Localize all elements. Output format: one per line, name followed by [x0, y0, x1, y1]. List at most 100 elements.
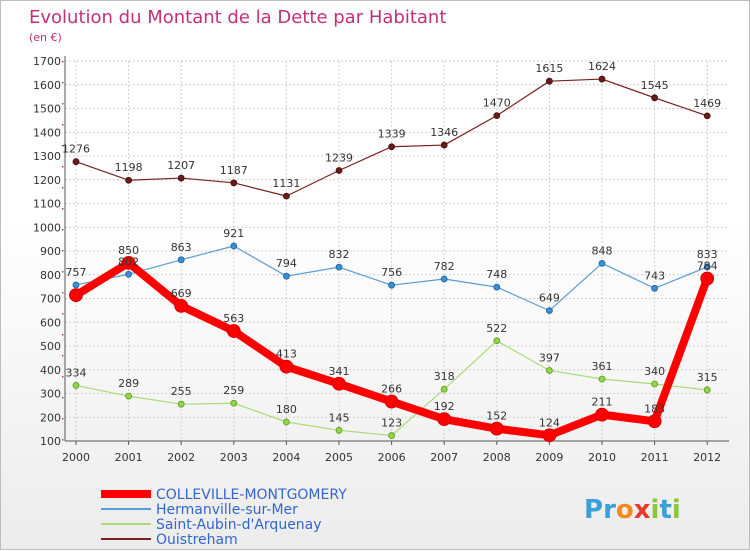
y-tick-label: 1300 [33, 150, 61, 163]
axis-mark [62, 61, 64, 63]
axis-mark [62, 166, 64, 168]
data-label: 1207 [167, 159, 195, 172]
x-tick-label: 2001 [115, 451, 143, 464]
logo-letter: r [603, 495, 616, 525]
x-tick-label: 2002 [167, 451, 195, 464]
logo-letter: x [634, 495, 651, 525]
data-point [493, 337, 501, 345]
data-point [542, 428, 557, 443]
data-point [230, 399, 238, 407]
y-tick-label: 1700 [33, 55, 61, 68]
series-colleville-montgomery [69, 255, 715, 443]
axis-mark [62, 439, 64, 441]
data-point [598, 259, 606, 267]
data-point [72, 158, 80, 166]
data-label: 341 [329, 365, 350, 378]
legend-label-ouistreham: Ouistreham [156, 532, 238, 548]
chart-subtitle: (en €) [29, 31, 62, 44]
x-tick-label: 2004 [272, 451, 300, 464]
data-point [125, 392, 132, 400]
data-point [69, 288, 83, 303]
axes: 1002003004005006007008009001000110012001… [33, 55, 729, 464]
axis-mark [62, 334, 64, 336]
data-point [546, 307, 553, 315]
data-label: 334 [66, 366, 87, 379]
data-label: 743 [644, 269, 665, 282]
data-label: 848 [592, 244, 613, 257]
data-point [121, 255, 136, 270]
data-label: 757 [66, 266, 87, 279]
data-point [72, 382, 80, 389]
data-label: 1276 [62, 143, 90, 156]
data-label: 863 [171, 241, 192, 254]
data-point [279, 359, 294, 374]
data-point [335, 263, 343, 271]
y-tick-label: 1200 [33, 174, 61, 187]
data-label: 794 [276, 257, 297, 270]
x-tick-label: 2009 [535, 451, 563, 464]
data-label: 289 [118, 377, 139, 390]
data-point [703, 263, 711, 271]
x-tick-label: 2008 [483, 451, 511, 464]
data-label: 649 [539, 292, 560, 305]
legend: COLLEVILLE-MONTGOMERYHermanville-sur-Mer… [101, 487, 347, 548]
y-tick-label: 1500 [33, 103, 61, 116]
y-tick-label: 700 [40, 293, 61, 306]
data-point [388, 432, 396, 439]
data-label: 802 [118, 255, 139, 268]
data-point [700, 271, 715, 286]
data-label: 1470 [483, 97, 511, 110]
data-label: 1545 [641, 79, 669, 92]
x-tick-label: 2011 [641, 451, 669, 464]
data-label: 123 [381, 417, 402, 430]
data-label: 1339 [378, 128, 406, 141]
data-label: 145 [329, 411, 350, 424]
data-point [703, 386, 711, 394]
data-point [437, 412, 452, 427]
y-tick-label: 800 [40, 269, 61, 282]
data-point [546, 367, 553, 374]
axis-mark [62, 397, 64, 399]
data-point [230, 242, 238, 250]
axis-mark [62, 418, 64, 420]
data-label: 124 [539, 416, 560, 429]
data-point [546, 77, 553, 85]
y-tick-label: 1000 [33, 221, 61, 234]
data-label: 397 [539, 351, 560, 364]
data-label: 563 [223, 312, 244, 325]
data-label: 522 [486, 322, 507, 335]
data-label: 183 [644, 402, 665, 415]
axis-mark [62, 355, 64, 357]
y-tick-label: 600 [40, 316, 61, 329]
x-tick-label: 2000 [62, 451, 90, 464]
data-label: 315 [697, 371, 718, 384]
data-point [282, 192, 290, 200]
y-tick-label: 200 [40, 411, 61, 424]
data-point [440, 275, 448, 283]
data-point [125, 176, 132, 184]
axis-mark [62, 82, 64, 84]
data-label: 413 [276, 348, 297, 361]
axis-mark [62, 187, 64, 189]
data-point [335, 167, 343, 174]
logo-letter: i [672, 495, 681, 525]
y-tick-label: 500 [40, 340, 61, 353]
series-saint-aubin-d-arquenay [72, 337, 711, 439]
legend-label-colleville-montgomery: COLLEVILLE-MONTGOMERY [156, 487, 347, 503]
data-label: 748 [486, 268, 507, 281]
y-tick-label: 300 [40, 388, 61, 401]
data-point [388, 143, 396, 151]
data-label: 850 [118, 244, 139, 257]
y-tick-label: 1400 [33, 126, 61, 139]
data-point [72, 281, 80, 289]
series-group: 1276 1198 1207 1187 1131 1239 1339 1346 1470 1615… [62, 60, 721, 443]
data-point [493, 112, 501, 120]
x-tick-label: 2006 [378, 451, 406, 464]
data-label: 756 [381, 266, 402, 279]
y-tick-label: 1100 [33, 198, 61, 211]
data-point [440, 385, 448, 393]
data-label: 1346 [430, 126, 458, 139]
x-tick-label: 2005 [325, 451, 353, 464]
data-label: 1624 [588, 60, 616, 73]
